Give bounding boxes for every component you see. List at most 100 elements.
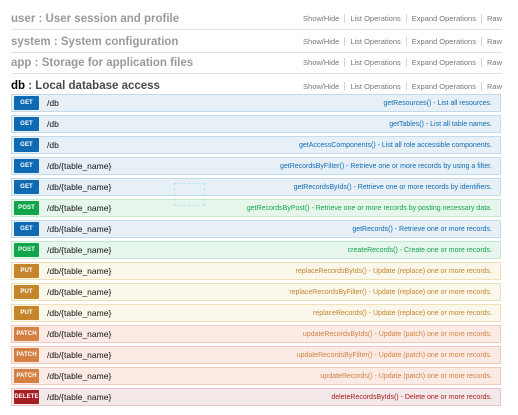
http-method-badge: GET [14, 222, 39, 236]
http-method-badge: PUT [14, 285, 39, 299]
operation-row[interactable]: DELETE /db/{table_name} deleteRecordsByI… [11, 388, 501, 406]
operation-path[interactable]: /db/{table_name} [47, 245, 112, 255]
link-divider [405, 81, 407, 91]
show-hide-link[interactable]: Show/Hide [303, 81, 340, 91]
operation-row[interactable]: GET /db getTables() - List all table nam… [11, 115, 501, 133]
link-divider [344, 81, 346, 91]
operation-path[interactable]: /db [47, 98, 59, 108]
expand-operations-link[interactable]: Expand Operations [411, 81, 476, 91]
operation-summary[interactable]: deleteRecordsByIds() - Delete one or mor… [331, 393, 492, 401]
operation-path[interactable]: /db/{table_name} [47, 224, 112, 234]
link-divider [344, 58, 346, 67]
link-divider [405, 58, 407, 67]
resource-links: Show/Hide List Operations Expand Operati… [298, 58, 502, 67]
list-operations-link[interactable]: List Operations [350, 14, 401, 23]
operation-row[interactable]: GET /db/{table_name} getRecordsByFilter(… [11, 157, 501, 175]
resource-header-system: system : System configuration Show/Hide … [11, 31, 502, 53]
resource-separator: : [35, 12, 46, 25]
resource-header-app: app : Storage for application files Show… [11, 52, 502, 74]
list-operations-link[interactable]: List Operations [350, 37, 401, 46]
operation-summary[interactable]: replaceRecordsByIds() - Update (replace)… [295, 267, 492, 275]
expand-operations-link[interactable]: Expand Operations [411, 37, 476, 46]
resource-description: Local database access [35, 80, 160, 92]
link-divider [480, 81, 482, 91]
resource-description: Storage for application files [41, 56, 194, 69]
operation-summary[interactable]: getRecordsByFilter() - Retrieve one or m… [279, 162, 492, 170]
operation-row[interactable]: PATCH /db/{table_name} updateRecordsByFi… [11, 346, 501, 364]
resource-name: system [11, 35, 51, 48]
link-divider [480, 37, 482, 46]
operation-row[interactable]: PATCH /db/{table_name} updateRecordsById… [11, 325, 501, 343]
operation-summary[interactable]: getRecordsByIds() - Retrieve one or more… [293, 183, 492, 191]
resource-separator: : [50, 35, 61, 48]
show-hide-link[interactable]: Show/Hide [303, 14, 340, 23]
link-divider [405, 37, 407, 46]
link-divider [344, 14, 346, 23]
operation-summary[interactable]: getRecords() - Retrieve one or more reco… [352, 225, 492, 233]
operation-path[interactable]: /db/{table_name} [47, 329, 112, 339]
resource-name: user [11, 12, 36, 25]
operation-path[interactable]: /db/{table_name} [47, 203, 112, 213]
operation-path[interactable]: /db/{table_name} [47, 350, 112, 360]
resource-title-app[interactable]: app : Storage for application files [11, 57, 193, 69]
operation-path[interactable]: /db/{table_name} [47, 287, 112, 297]
operation-row[interactable]: PUT /db/{table_name} replaceRecordsByIds… [11, 262, 501, 280]
expand-operations-link[interactable]: Expand Operations [411, 14, 476, 23]
operation-summary[interactable]: replaceRecords() - Update (replace) one … [313, 309, 492, 317]
raw-link[interactable]: Raw [486, 37, 502, 46]
http-method-badge: POST [14, 243, 39, 257]
operation-path[interactable]: /db/{table_name} [47, 182, 112, 192]
operation-row[interactable]: GET /db/{table_name} getRecords() - Retr… [11, 220, 501, 238]
raw-link[interactable]: Raw [486, 81, 502, 91]
operation-row[interactable]: PUT /db/{table_name} replaceRecordsByFil… [11, 283, 501, 301]
raw-link[interactable]: Raw [486, 14, 502, 23]
operation-row[interactable]: GET /db getAccessComponents() - List all… [11, 136, 501, 154]
resource-name: db [11, 80, 26, 92]
resource-title-user[interactable]: user : User session and profile [11, 13, 179, 25]
operation-summary[interactable]: getTables() - List all table names. [389, 120, 492, 128]
operation-summary[interactable]: replaceRecordsByFilter() - Update (repla… [289, 288, 492, 296]
show-hide-link[interactable]: Show/Hide [303, 37, 340, 46]
operation-path[interactable]: /db [47, 119, 59, 129]
operation-row[interactable]: GET /db/{table_name} getRecordsByIds() -… [11, 178, 501, 196]
http-method-badge: PUT [14, 306, 39, 320]
operation-row[interactable]: POST /db/{table_name} createRecords() - … [11, 241, 501, 259]
http-method-badge: GET [14, 180, 39, 194]
operation-summary[interactable]: getResources() - List all resources. [383, 99, 492, 107]
resource-header-db: db : Local database access Show/Hide Lis… [11, 75, 502, 97]
operation-summary[interactable]: updateRecords() - Update (patch) one or … [320, 372, 492, 380]
http-method-badge: PATCH [14, 348, 39, 362]
operation-path[interactable]: /db/{table_name} [47, 161, 112, 171]
raw-link[interactable]: Raw [486, 58, 502, 67]
resource-separator: : [25, 80, 36, 92]
operation-summary[interactable]: createRecords() - Create one or more rec… [347, 246, 492, 254]
operation-path[interactable]: /db/{table_name} [47, 266, 112, 276]
operation-summary[interactable]: updateRecordsByIds() - Update (patch) on… [302, 330, 492, 338]
operation-summary[interactable]: getAccessComponents() - List all role ac… [299, 141, 492, 149]
http-method-badge: POST [14, 201, 39, 215]
operation-row[interactable]: GET /db getResources() - List all resour… [11, 94, 501, 112]
http-method-badge: GET [14, 138, 39, 152]
resource-title-system[interactable]: system : System configuration [11, 36, 178, 48]
http-method-badge: DELETE [14, 390, 39, 404]
expand-operations-link[interactable]: Expand Operations [411, 58, 476, 67]
operation-path[interactable]: /db/{table_name} [47, 392, 112, 402]
list-operations-link[interactable]: List Operations [350, 81, 401, 91]
operation-summary[interactable]: updateRecordsByFilter() - Update (patch)… [296, 351, 492, 359]
link-divider [480, 14, 482, 23]
list-operations-link[interactable]: List Operations [350, 58, 401, 67]
resource-header-user: user : User session and profile Show/Hid… [11, 8, 502, 30]
http-method-badge: GET [14, 96, 39, 110]
operation-row[interactable]: POST /db/{table_name} getRecordsByPost()… [11, 199, 501, 217]
operation-path[interactable]: /db [47, 140, 59, 150]
resource-title-db[interactable]: db : Local database access [11, 80, 160, 92]
operation-path[interactable]: /db/{table_name} [47, 308, 112, 318]
operation-row[interactable]: PUT /db/{table_name} replaceRecords() - … [11, 304, 501, 322]
http-method-badge: GET [14, 117, 39, 131]
link-divider [480, 58, 482, 67]
operation-row[interactable]: PATCH /db/{table_name} updateRecords() -… [11, 367, 501, 385]
show-hide-link[interactable]: Show/Hide [303, 58, 340, 67]
operation-summary[interactable]: getRecordsByPost() - Retrieve one or mor… [246, 204, 492, 212]
http-method-badge: PATCH [14, 369, 39, 383]
operation-path[interactable]: /db/{table_name} [47, 371, 112, 381]
